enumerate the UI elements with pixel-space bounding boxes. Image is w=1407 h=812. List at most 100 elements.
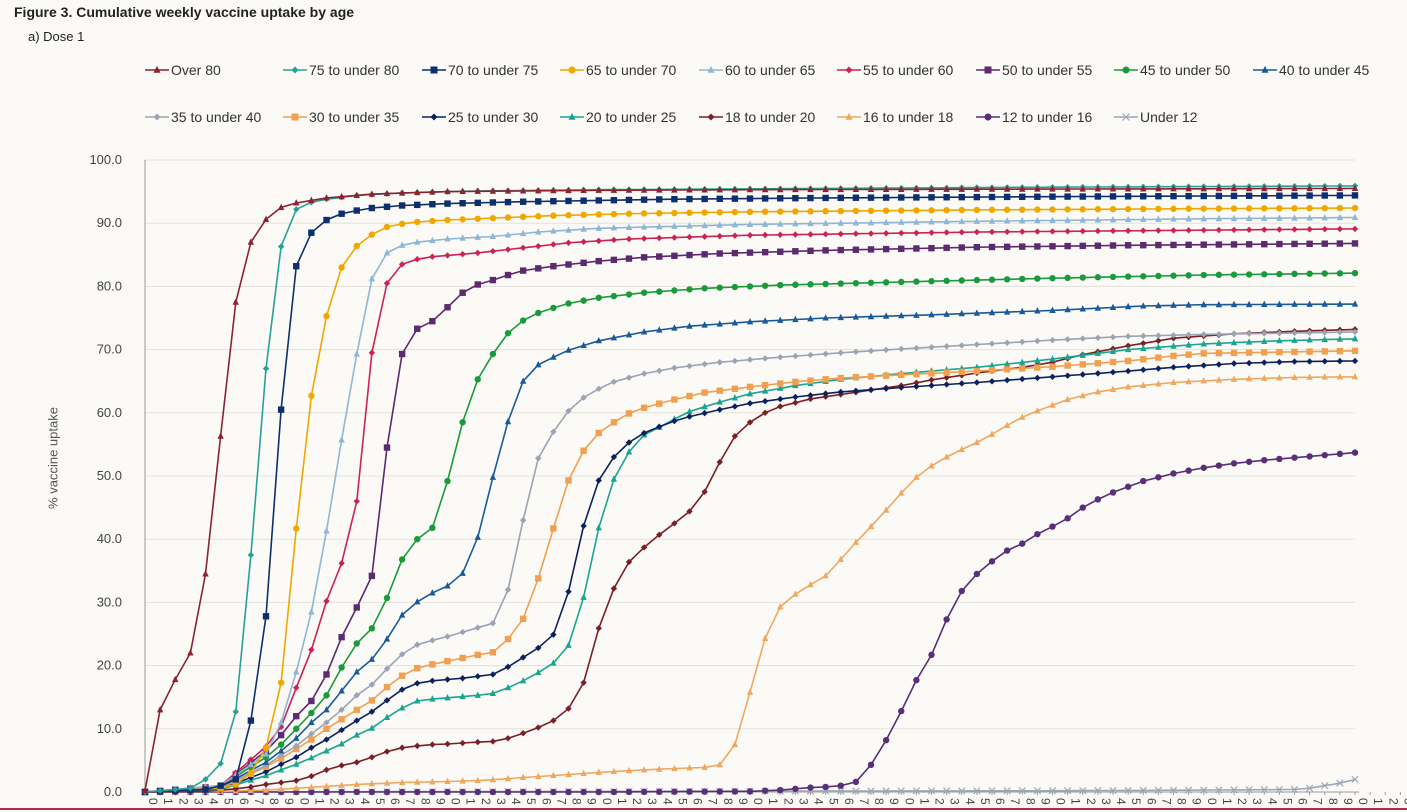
x-tick-label: 6	[842, 798, 856, 805]
data-point	[1019, 275, 1026, 283]
data-point	[852, 374, 860, 381]
data-point	[731, 394, 739, 401]
data-point	[837, 782, 844, 789]
data-point	[1351, 213, 1359, 221]
data-point	[202, 786, 209, 793]
data-point	[852, 348, 860, 356]
data-point	[640, 186, 648, 193]
data-point	[1049, 216, 1056, 224]
legend-label: 30 to under 35	[309, 109, 400, 125]
data-point	[429, 741, 436, 748]
data-point	[1200, 331, 1207, 338]
data-point	[625, 223, 633, 231]
legend-label: 70 to under 75	[448, 62, 539, 78]
x-tick-label: 7	[1159, 798, 1173, 805]
legend-item: 35 to under 40	[145, 109, 262, 125]
data-point	[323, 725, 330, 732]
data-point	[323, 527, 330, 534]
data-point	[1094, 360, 1102, 367]
data-point	[1321, 225, 1328, 233]
data-point	[610, 788, 618, 796]
data-point	[247, 769, 255, 777]
data-point	[262, 744, 270, 751]
data-point	[1019, 375, 1026, 383]
data-point	[519, 654, 527, 661]
data-point	[429, 201, 436, 208]
data-point	[701, 409, 708, 417]
data-point	[822, 572, 829, 579]
data-point	[353, 604, 360, 611]
data-point	[837, 194, 844, 202]
data-point	[565, 770, 572, 778]
data-point	[474, 691, 481, 698]
data-point	[656, 531, 663, 538]
data-point	[973, 367, 981, 375]
data-point	[565, 346, 572, 353]
data-point	[580, 238, 587, 246]
data-point	[656, 400, 663, 407]
data-point	[1321, 451, 1328, 459]
data-point	[1185, 331, 1192, 339]
x-tick-label: 9	[433, 798, 447, 805]
data-point	[731, 740, 739, 748]
data-point	[1019, 307, 1026, 315]
data-point	[444, 740, 451, 748]
data-point	[988, 308, 996, 316]
data-point	[232, 776, 239, 783]
data-point	[519, 317, 527, 324]
data-point	[1064, 206, 1071, 213]
data-point	[277, 766, 285, 773]
data-point	[792, 399, 799, 406]
data-point	[973, 244, 981, 251]
data-point	[383, 189, 391, 197]
data-point	[429, 661, 436, 668]
data-point	[535, 724, 542, 731]
data-point	[731, 403, 739, 410]
data-point	[1245, 205, 1253, 212]
data-point	[262, 786, 270, 793]
data-point	[308, 744, 315, 751]
data-point	[1034, 337, 1041, 345]
data-point	[172, 786, 179, 793]
data-point	[1003, 421, 1011, 428]
data-point	[1140, 381, 1147, 388]
data-point	[761, 409, 769, 416]
data-point	[519, 187, 527, 194]
data-point	[398, 261, 406, 268]
data-point	[1336, 240, 1344, 247]
data-point	[1155, 241, 1162, 249]
data-point	[867, 279, 875, 286]
data-point	[1049, 336, 1056, 344]
data-point	[550, 631, 557, 638]
data-point	[504, 683, 512, 691]
data-point	[837, 246, 844, 254]
data-point	[973, 206, 981, 214]
legend-label: 18 to under 20	[725, 109, 816, 125]
data-point	[1321, 192, 1328, 199]
series-55-to-under-60	[141, 225, 1359, 796]
data-point	[1124, 205, 1132, 213]
data-point	[777, 380, 784, 387]
data-point	[1215, 349, 1223, 357]
data-point	[822, 390, 829, 397]
data-point	[1321, 204, 1328, 212]
data-point	[984, 113, 992, 121]
data-point	[383, 635, 391, 642]
data-point	[686, 322, 693, 329]
data-point	[1064, 515, 1071, 522]
data-point	[837, 280, 844, 287]
data-point	[837, 555, 844, 562]
data-point	[746, 400, 754, 407]
data-point	[565, 212, 572, 219]
data-point	[293, 784, 300, 791]
data-point	[671, 234, 678, 241]
data-point	[1336, 184, 1344, 192]
data-point	[595, 768, 602, 775]
data-point	[247, 238, 255, 245]
data-point	[867, 386, 875, 393]
data-point	[368, 275, 376, 282]
data-point	[1200, 271, 1207, 279]
data-point	[1306, 270, 1313, 277]
data-point	[1079, 351, 1086, 358]
data-point	[958, 206, 965, 214]
